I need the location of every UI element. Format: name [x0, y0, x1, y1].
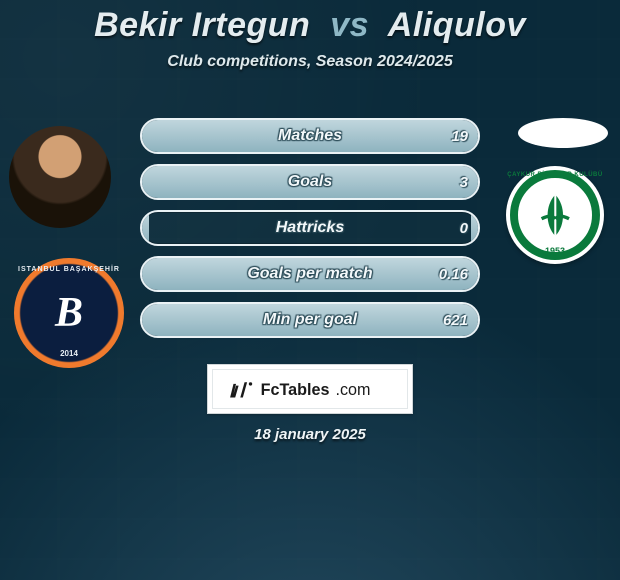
stat-value-right: 19: [451, 118, 468, 154]
date-label: 18 january 2025: [0, 426, 620, 443]
stat-row: Matches19: [140, 118, 480, 154]
brand-link[interactable]: FcTables .com: [207, 364, 413, 414]
club-left-year: 2014: [60, 349, 78, 358]
player1-avatar: [9, 126, 111, 228]
comparison-card: Bekir Irtegun vs Aliqulov Club competiti…: [0, 0, 620, 580]
stat-label: Goals: [140, 164, 480, 200]
player2-club-logo: ÇAYKUR RİZESPOR KULÜBÜ 1953: [506, 166, 604, 264]
page-title: Bekir Irtegun vs Aliqulov: [0, 0, 620, 45]
stat-row: Min per goal621: [140, 302, 480, 338]
brand-text: FcTables: [261, 381, 330, 399]
left-badges: ISTANBUL BAŞAKŞEHİR B 2014: [0, 118, 140, 378]
stat-label: Goals per match: [140, 256, 480, 292]
player2-avatar: [518, 118, 608, 148]
brand-text-ext: .com: [336, 381, 371, 399]
stat-row: Hattricks0: [140, 210, 480, 246]
stat-value-right: 0: [460, 210, 468, 246]
stat-label: Hattricks: [140, 210, 480, 246]
club-right-arc-text: ÇAYKUR RİZESPOR KULÜBÜ: [507, 172, 602, 178]
stat-label: Matches: [140, 118, 480, 154]
stats-list: Matches19 Goals3 Hattricks0 Goals per match…: [140, 118, 480, 348]
player1-name: Bekir Irtegun: [94, 6, 310, 44]
stat-row: Goals3: [140, 164, 480, 200]
stat-row: Goals per match0.16: [140, 256, 480, 292]
subtitle: Club competitions, Season 2024/2025: [0, 53, 620, 71]
fctables-logo-icon: FcTables .com: [225, 375, 395, 403]
player2-name: Aliqulov: [388, 6, 526, 44]
right-badges: ÇAYKUR RİZESPOR KULÜBÜ 1953: [490, 118, 620, 378]
stat-label: Min per goal: [140, 302, 480, 338]
club-left-letter: B: [55, 289, 83, 337]
vs-label: vs: [330, 6, 369, 44]
stat-value-right: 0.16: [439, 256, 468, 292]
player1-club-logo: ISTANBUL BAŞAKŞEHİR B 2014: [14, 258, 124, 368]
club-right-year: 1953: [545, 246, 565, 256]
club-left-ring-text: ISTANBUL BAŞAKŞEHİR: [18, 266, 120, 273]
stat-value-right: 3: [460, 164, 468, 200]
stat-value-right: 621: [443, 302, 468, 338]
